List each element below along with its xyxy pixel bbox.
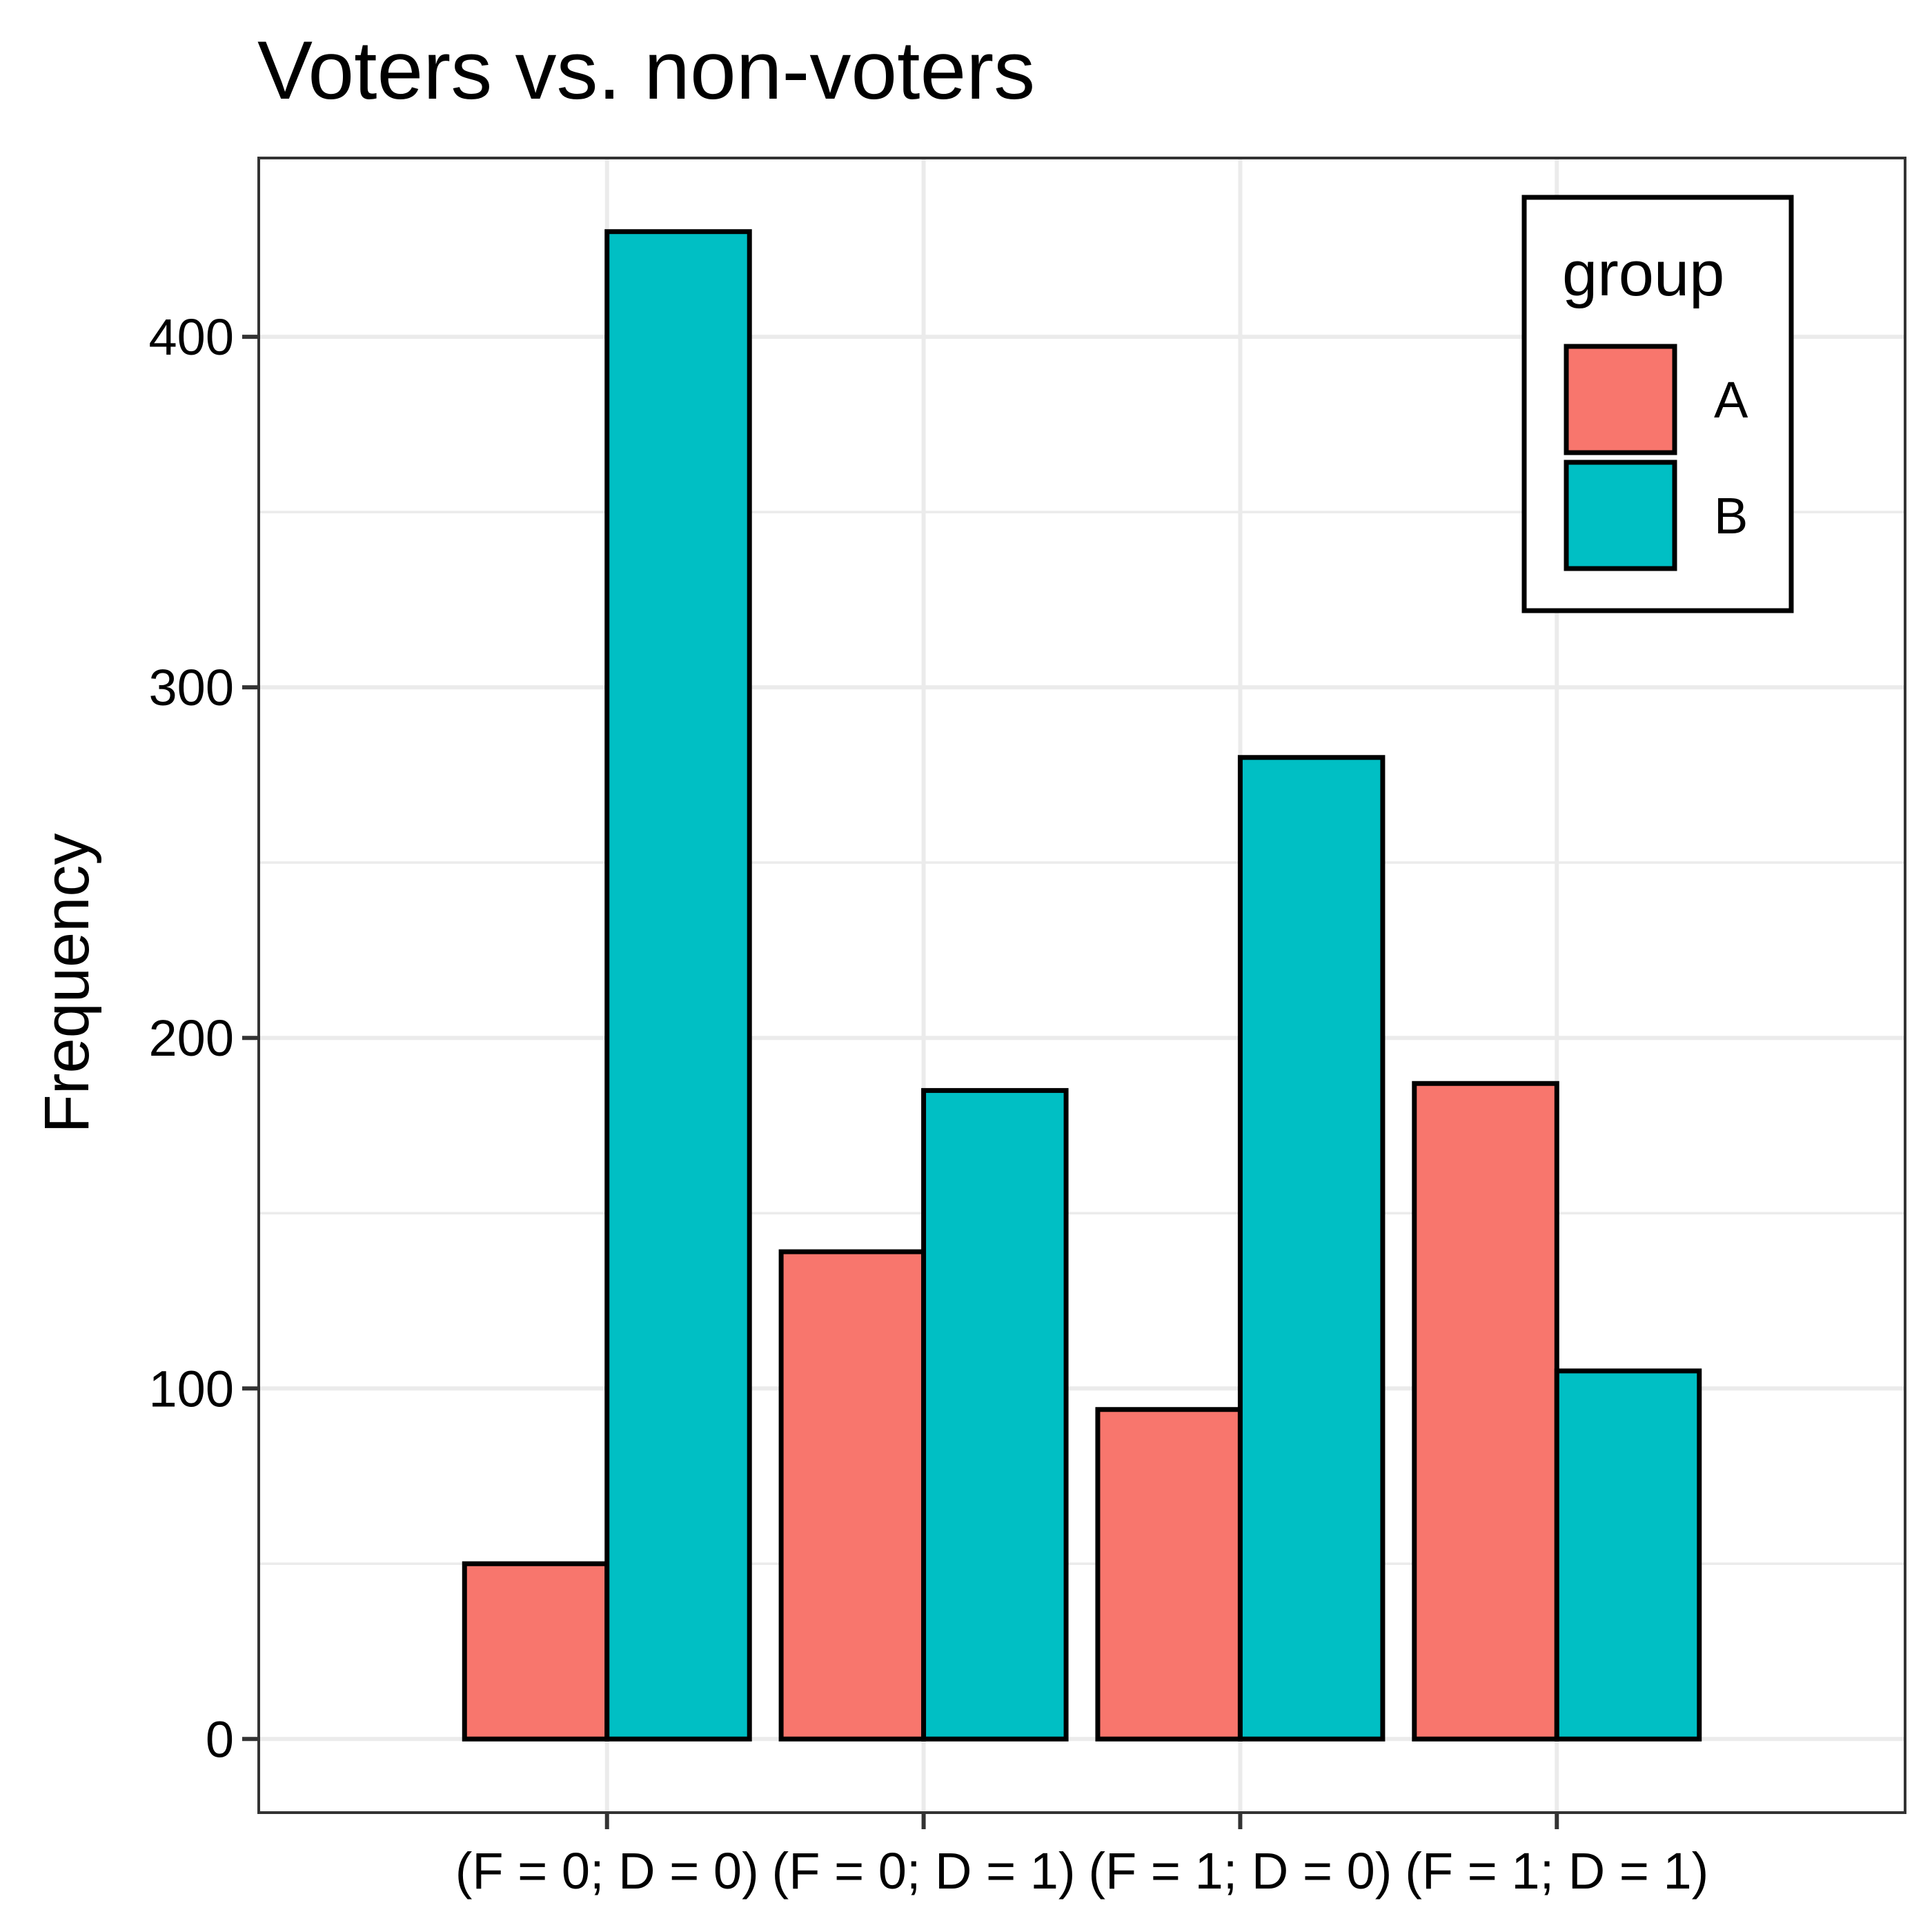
bar-A-1: [462, 1561, 610, 1742]
legend-key-B: [1564, 460, 1677, 571]
legend-title: group: [1562, 239, 1724, 309]
x-axis: (F = 0; D = 0) (F = 0; D = 1) (F = 1; D = …: [455, 1813, 1708, 1900]
y-tick-label: 100: [149, 1360, 234, 1417]
bar-A-2: [778, 1249, 927, 1742]
bar-A-4: [1412, 1081, 1559, 1742]
bar-B-1: [604, 229, 752, 1742]
legend-key-A: [1564, 344, 1677, 455]
bar-A-3: [1095, 1407, 1243, 1742]
bar-B-4: [1554, 1368, 1702, 1742]
y-tick-label: 200: [149, 1009, 234, 1067]
bars: [462, 229, 1702, 1742]
y-tick-label: 0: [206, 1711, 234, 1768]
legend-label-A: A: [1714, 371, 1748, 428]
x-tick-label: (F = 1; D = 1): [1405, 1842, 1708, 1900]
bar-B-3: [1237, 755, 1386, 1742]
panel-border: [257, 157, 1906, 1814]
legend-entries: AB: [1564, 344, 1748, 571]
legend: group AB: [1521, 195, 1794, 613]
chart-title: Voters vs. non-voters: [257, 24, 1035, 117]
legend-label-B: B: [1714, 487, 1748, 544]
y-tick-label: 300: [149, 659, 234, 716]
bar-B-2: [921, 1087, 1069, 1742]
x-tick-label: (F = 1; D = 0): [1088, 1842, 1392, 1900]
x-tick-label: (F = 0; D = 0): [455, 1842, 759, 1900]
y-axis-title: Frequency: [32, 834, 102, 1134]
y-tick-label: 400: [149, 308, 234, 366]
y-axis: 0 100 200 300 400: [149, 308, 259, 1768]
x-tick-label: (F = 0; D = 1): [772, 1842, 1076, 1900]
